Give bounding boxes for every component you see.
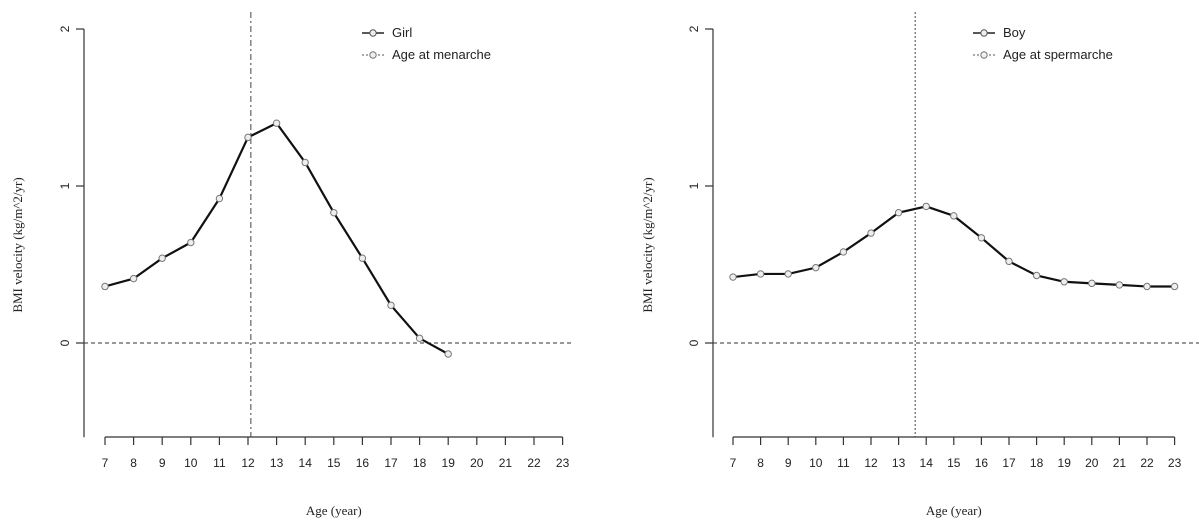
series-point [358, 254, 367, 262]
y-tick-label: 2 [687, 25, 701, 32]
series-point [812, 263, 820, 272]
x-tick-label: 14 [920, 456, 934, 470]
series-point [1115, 281, 1124, 289]
series-point [1170, 282, 1179, 291]
x-tick-label: 19 [1058, 456, 1072, 470]
series-point [1143, 282, 1151, 291]
legend-marker-label: Age at menarche [392, 47, 491, 62]
y-tick-label: 0 [687, 339, 701, 346]
x-tick-label: 15 [327, 456, 341, 470]
x-tick-label: 20 [470, 456, 484, 470]
series-point [1032, 271, 1041, 280]
series-point [784, 270, 792, 278]
series-point [1088, 279, 1096, 288]
x-tick-label: 19 [442, 456, 456, 470]
x-tick-label: 10 [184, 456, 198, 470]
x-tick-label: 17 [384, 456, 398, 470]
series-point [977, 234, 986, 242]
series-point [301, 158, 309, 167]
x-tick-label: 21 [499, 456, 513, 470]
x-tick-label: 13 [270, 456, 284, 470]
x-axis-title: Age (year) [306, 503, 362, 518]
legend-marker-point [369, 51, 377, 59]
series-point [215, 194, 224, 203]
x-tick-label: 18 [1030, 456, 1044, 470]
x-tick-label: 11 [837, 456, 850, 470]
series-point [244, 133, 252, 142]
series-point [187, 238, 195, 247]
y-axis-title: BMI velocity (kg/m^2/yr) [640, 177, 655, 312]
x-tick-label: 11 [213, 456, 226, 470]
y-tick-label: 1 [58, 182, 72, 189]
series-point [922, 202, 930, 211]
x-axis-title: Age (year) [926, 503, 982, 518]
series-point [867, 229, 875, 237]
x-tick-label: 23 [1168, 456, 1182, 470]
x-tick-label: 21 [1113, 456, 1127, 470]
x-tick-label: 10 [809, 456, 823, 470]
x-tick-label: 18 [413, 456, 427, 470]
x-tick-label: 16 [356, 456, 370, 470]
x-tick-label: 9 [159, 456, 166, 470]
series-point [839, 248, 848, 256]
series-point [129, 274, 138, 283]
x-tick-label: 23 [556, 456, 570, 470]
y-tick-label: 2 [58, 25, 72, 32]
legend-marker-point [980, 51, 988, 59]
x-tick-label: 15 [947, 456, 961, 470]
legend-series-point [369, 29, 377, 37]
x-tick-label: 17 [1002, 456, 1016, 470]
x-tick-label: 14 [299, 456, 313, 470]
series-point [387, 301, 395, 310]
y-tick-label: 1 [687, 182, 701, 189]
x-tick-label: 8 [757, 456, 764, 470]
series-point [1060, 278, 1068, 286]
series-point [444, 350, 452, 358]
x-tick-label: 7 [730, 456, 737, 470]
series-point [158, 254, 166, 262]
legend-series-label: Girl [392, 25, 412, 40]
x-tick-label: 22 [1140, 456, 1154, 470]
x-tick-label: 13 [892, 456, 906, 470]
x-tick-label: 8 [130, 456, 137, 470]
x-tick-label: 22 [527, 456, 541, 470]
legend-series-label: Boy [1003, 25, 1026, 40]
x-tick-label: 12 [241, 456, 255, 470]
x-tick-label: 12 [864, 456, 878, 470]
series-point [756, 270, 765, 278]
series-point [272, 119, 281, 127]
x-tick-label: 16 [975, 456, 989, 470]
legend-series-point [980, 29, 988, 37]
x-tick-label: 7 [102, 456, 109, 470]
x-tick-label: 20 [1085, 456, 1099, 470]
legend-marker-label: Age at spermarche [1003, 47, 1113, 62]
series-point [1005, 257, 1013, 266]
y-tick-label: 0 [58, 339, 72, 346]
x-tick-label: 9 [785, 456, 792, 470]
series-point [894, 208, 903, 217]
series-line [104, 121, 449, 355]
y-axis-title: BMI velocity (kg/m^2/yr) [10, 177, 25, 312]
series-point [330, 208, 338, 217]
series-point [415, 334, 424, 342]
series-point [101, 282, 109, 291]
series-point [729, 273, 737, 281]
series-point [950, 212, 958, 220]
